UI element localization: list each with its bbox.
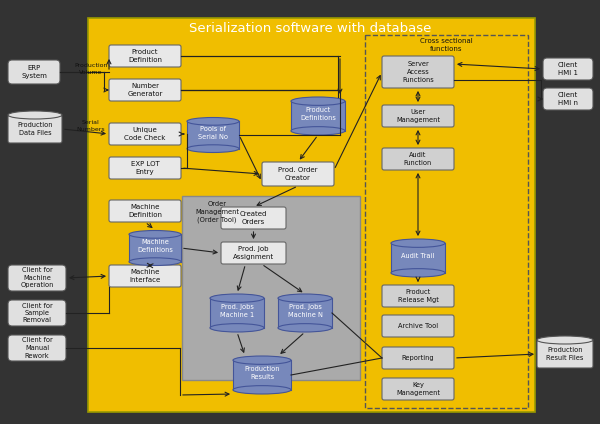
FancyBboxPatch shape xyxy=(233,360,291,390)
FancyBboxPatch shape xyxy=(221,242,286,264)
FancyBboxPatch shape xyxy=(109,157,181,179)
Text: Cross sectional
functions: Cross sectional functions xyxy=(420,38,473,52)
Text: Client
HMI n: Client HMI n xyxy=(558,92,578,106)
Text: User
Management: User Management xyxy=(396,109,440,123)
FancyBboxPatch shape xyxy=(8,115,62,143)
FancyBboxPatch shape xyxy=(278,298,332,328)
Text: Product
Definition: Product Definition xyxy=(128,49,162,63)
Text: Unique
Code Check: Unique Code Check xyxy=(124,127,166,141)
FancyBboxPatch shape xyxy=(8,265,66,291)
Text: Prod. Order
Creator: Prod. Order Creator xyxy=(278,167,318,181)
Text: Serialization software with database: Serialization software with database xyxy=(189,22,431,34)
FancyBboxPatch shape xyxy=(537,340,593,368)
Text: Client for
Sample
Removal: Client for Sample Removal xyxy=(22,302,52,324)
Text: Server
Access
Functions: Server Access Functions xyxy=(402,61,434,83)
Text: Machine
Interface: Machine Interface xyxy=(130,269,161,283)
Ellipse shape xyxy=(187,117,239,125)
FancyBboxPatch shape xyxy=(382,347,454,369)
Text: Order
Management
(Order Tool): Order Management (Order Tool) xyxy=(195,201,239,223)
FancyBboxPatch shape xyxy=(382,56,454,88)
Ellipse shape xyxy=(187,145,239,153)
FancyBboxPatch shape xyxy=(543,88,593,110)
FancyBboxPatch shape xyxy=(391,243,445,273)
FancyBboxPatch shape xyxy=(543,58,593,80)
FancyBboxPatch shape xyxy=(129,234,181,262)
Ellipse shape xyxy=(129,231,181,238)
FancyBboxPatch shape xyxy=(88,18,535,412)
Text: Serial
Numbers: Serial Numbers xyxy=(76,120,104,131)
Text: Machine
Definitions: Machine Definitions xyxy=(137,239,173,253)
Text: Number
Generator: Number Generator xyxy=(127,83,163,97)
Ellipse shape xyxy=(129,258,181,265)
Text: Pools of
Serial No: Pools of Serial No xyxy=(198,126,228,140)
Text: Client for
Manual
Rework: Client for Manual Rework xyxy=(22,338,52,359)
Text: Key
Management: Key Management xyxy=(396,382,440,396)
Ellipse shape xyxy=(537,336,593,344)
FancyBboxPatch shape xyxy=(182,196,360,380)
Ellipse shape xyxy=(391,239,445,247)
FancyBboxPatch shape xyxy=(291,101,345,131)
FancyBboxPatch shape xyxy=(382,315,454,337)
Text: Production
Volume: Production Volume xyxy=(74,64,107,75)
Text: Reporting: Reporting xyxy=(401,355,434,361)
Text: Prod. Job
Assignment: Prod. Job Assignment xyxy=(233,246,274,260)
FancyBboxPatch shape xyxy=(382,378,454,400)
FancyBboxPatch shape xyxy=(382,285,454,307)
FancyBboxPatch shape xyxy=(187,121,239,149)
FancyBboxPatch shape xyxy=(221,207,286,229)
Text: Production
Result Files: Production Result Files xyxy=(547,347,584,361)
FancyBboxPatch shape xyxy=(109,200,181,222)
Text: Created
Orders: Created Orders xyxy=(240,211,267,225)
Text: ERP
System: ERP System xyxy=(21,65,47,79)
FancyBboxPatch shape xyxy=(382,148,454,170)
Text: Prod. Jobs
Machine 1: Prod. Jobs Machine 1 xyxy=(220,304,254,318)
Ellipse shape xyxy=(210,324,264,332)
FancyBboxPatch shape xyxy=(262,162,334,186)
Ellipse shape xyxy=(278,294,332,302)
FancyBboxPatch shape xyxy=(210,298,264,328)
Ellipse shape xyxy=(291,127,345,135)
Text: Archive Tool: Archive Tool xyxy=(398,323,438,329)
Ellipse shape xyxy=(391,269,445,277)
FancyBboxPatch shape xyxy=(109,45,181,67)
FancyBboxPatch shape xyxy=(8,300,66,326)
Ellipse shape xyxy=(8,111,62,119)
FancyBboxPatch shape xyxy=(109,79,181,101)
Text: Audit
Function: Audit Function xyxy=(404,152,432,166)
Text: Client for
Machine
Operation: Client for Machine Operation xyxy=(20,268,53,288)
Text: Client
HMI 1: Client HMI 1 xyxy=(558,62,578,76)
Text: Audit Trail: Audit Trail xyxy=(401,253,434,259)
Text: Prod. Jobs
Machine N: Prod. Jobs Machine N xyxy=(287,304,322,318)
Text: EXP LOT
Entry: EXP LOT Entry xyxy=(131,161,160,175)
Text: Product
Release Mgt: Product Release Mgt xyxy=(398,289,439,303)
FancyBboxPatch shape xyxy=(109,123,181,145)
FancyBboxPatch shape xyxy=(365,35,528,408)
FancyBboxPatch shape xyxy=(109,265,181,287)
Text: Production
Data Files: Production Data Files xyxy=(17,122,53,136)
FancyBboxPatch shape xyxy=(8,60,60,84)
Ellipse shape xyxy=(233,356,291,364)
Text: Machine
Definition: Machine Definition xyxy=(128,204,162,218)
Ellipse shape xyxy=(291,97,345,105)
FancyBboxPatch shape xyxy=(8,335,66,361)
Text: Product
Definitions: Product Definitions xyxy=(300,107,336,121)
FancyBboxPatch shape xyxy=(382,105,454,127)
Ellipse shape xyxy=(278,324,332,332)
Text: Production
Results: Production Results xyxy=(244,366,280,380)
Ellipse shape xyxy=(210,294,264,302)
Ellipse shape xyxy=(233,386,291,394)
